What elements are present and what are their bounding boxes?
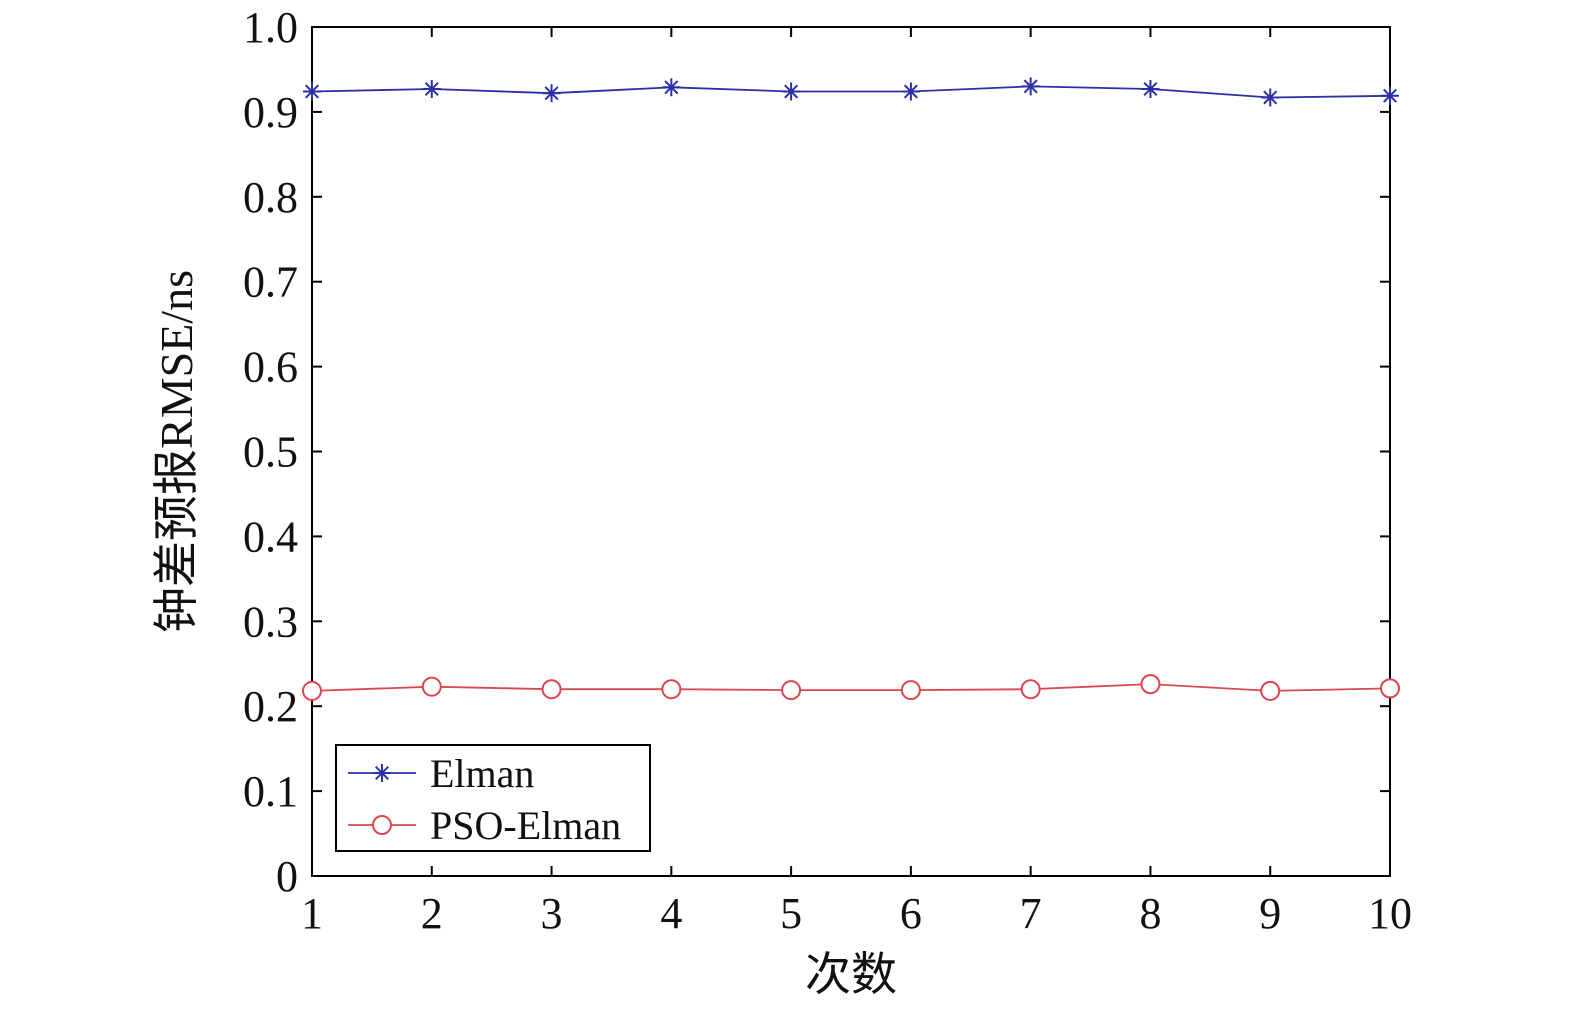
x-tick-label: 6 — [900, 889, 922, 938]
series-layer — [302, 77, 1400, 701]
x-tick-label: 9 — [1259, 889, 1281, 938]
x-axis-title: 次数 — [805, 949, 897, 1000]
x-tick-label: 7 — [1020, 889, 1042, 938]
marker-stroke — [784, 84, 799, 99]
y-tick-label: 0 — [276, 852, 298, 901]
y-tick-label: 0.4 — [243, 512, 298, 561]
marker-stroke — [1382, 88, 1398, 103]
y-axis: 0 0.1 0.2 0.3 0.4 0.5 0.6 0.7 0.8 0.9 1.0 — [243, 3, 1390, 901]
marker-stroke — [1263, 90, 1278, 105]
y-axis-title: 钟差预报RMSE/ns — [151, 270, 202, 633]
y-tick-label: 1.0 — [243, 3, 298, 52]
legend: Elman PSO-Elman — [335, 744, 651, 852]
marker-stroke — [1023, 79, 1038, 94]
data-point — [372, 815, 392, 835]
data-point — [1381, 86, 1399, 105]
data-point — [662, 78, 681, 97]
marker-stroke — [664, 80, 679, 95]
marker-stroke — [374, 765, 390, 781]
series-line — [311, 683, 1391, 692]
marker-stroke — [903, 84, 918, 99]
data-point — [373, 764, 391, 782]
y-tick-label: 0.3 — [243, 597, 298, 646]
y-tick-label: 0.6 — [243, 343, 298, 392]
data-point — [421, 676, 442, 697]
y-tick-label: 0.8 — [243, 173, 298, 222]
legend-entry: PSO-Elman — [348, 803, 621, 848]
y-tick-label: 0.7 — [243, 258, 298, 307]
data-point — [302, 680, 322, 701]
x-tick-label: 3 — [541, 889, 563, 938]
data-point — [422, 79, 441, 98]
series-elman — [303, 77, 1399, 107]
x-tick-label: 5 — [780, 889, 802, 938]
x-tick-label: 8 — [1139, 889, 1161, 938]
x-tick-label: 2 — [421, 889, 443, 938]
data-point — [1380, 678, 1400, 699]
marker-stroke — [304, 84, 320, 99]
data-point — [782, 82, 801, 101]
legend-label: Elman — [430, 751, 534, 796]
data-point — [1261, 88, 1280, 107]
data-point — [1141, 79, 1160, 98]
legend-label: PSO-Elman — [430, 803, 621, 848]
series-pso-elman — [302, 674, 1400, 701]
marker-stroke — [544, 86, 559, 101]
y-tick-label: 0.2 — [243, 682, 298, 731]
data-point — [781, 680, 802, 701]
x-tick-label: 4 — [660, 889, 682, 938]
x-tick-label: 10 — [1368, 889, 1412, 938]
y-tick-label: 0.1 — [243, 767, 298, 816]
y-tick-label: 0.5 — [243, 428, 298, 477]
data-point — [1260, 680, 1281, 701]
data-point — [542, 84, 561, 103]
data-point — [900, 680, 921, 701]
y-tick-label: 0.9 — [243, 88, 298, 137]
marker-stroke — [424, 81, 439, 96]
data-point — [901, 82, 920, 101]
x-tick-label: 1 — [301, 889, 323, 938]
data-point — [1021, 77, 1040, 96]
series-line — [311, 85, 1391, 99]
data-point — [541, 679, 562, 700]
data-point — [1020, 679, 1041, 700]
legend-entry: Elman — [348, 751, 534, 796]
marker-stroke — [1143, 81, 1158, 96]
data-point — [303, 82, 321, 101]
data-point — [1140, 674, 1161, 695]
legend-box — [335, 744, 651, 852]
data-point — [661, 679, 682, 700]
x-axis: 1 2 3 4 5 6 7 8 9 10 — [301, 27, 1412, 938]
